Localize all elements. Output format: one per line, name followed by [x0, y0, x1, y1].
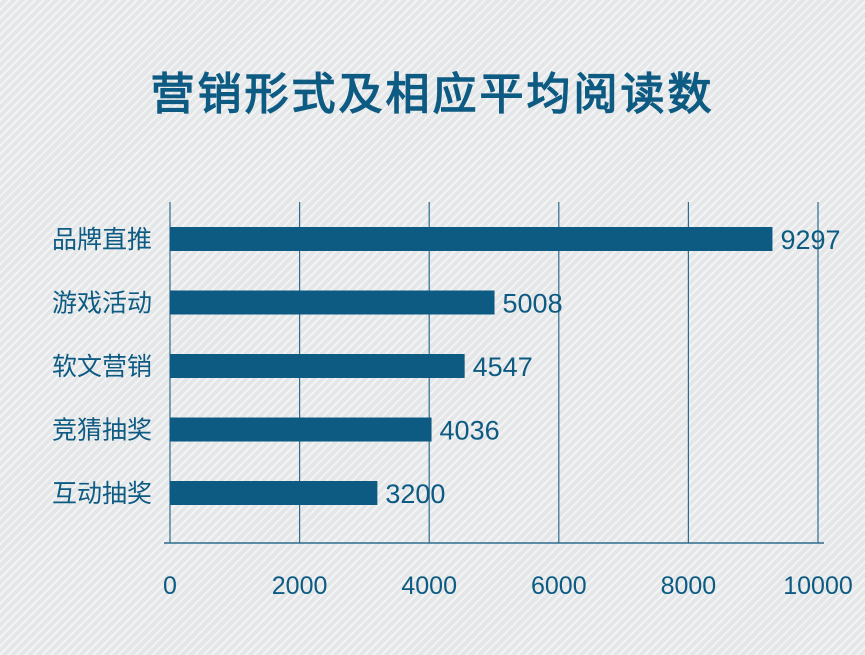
- x-axis-ticks: 0 2000 4000 6000 8000 10000: [163, 572, 853, 600]
- category-label-1: 品牌直推: [52, 225, 152, 254]
- bars: [170, 227, 773, 505]
- tick-label-10000: 10000: [783, 572, 853, 600]
- category-label-5: 互动抽奖: [52, 479, 152, 508]
- value-label-3: 4547: [473, 352, 533, 382]
- bar-3: [170, 354, 465, 378]
- category-label-4: 竞猜抽奖: [52, 416, 152, 445]
- value-label-1: 9297: [780, 225, 840, 255]
- bar-4: [170, 417, 432, 442]
- value-label-4: 4036: [440, 416, 500, 446]
- tick-label-0: 0: [163, 572, 177, 600]
- category-label-3: 软文营销: [52, 352, 152, 381]
- tick-label-6000: 6000: [531, 572, 587, 600]
- tick-label-2000: 2000: [272, 572, 328, 600]
- bar-1: [170, 227, 773, 251]
- tick-label-4000: 4000: [401, 572, 457, 600]
- category-label-2: 游戏活动: [52, 289, 152, 318]
- value-labels: 9297 5008 4547 4036 3200: [385, 225, 840, 509]
- bar-2: [170, 290, 495, 315]
- value-label-2: 5008: [503, 289, 563, 319]
- bar-5: [170, 481, 378, 505]
- tick-label-8000: 8000: [661, 572, 717, 600]
- value-label-5: 3200: [385, 479, 445, 509]
- chart-title: 营销形式及相应平均阅读数: [150, 69, 715, 120]
